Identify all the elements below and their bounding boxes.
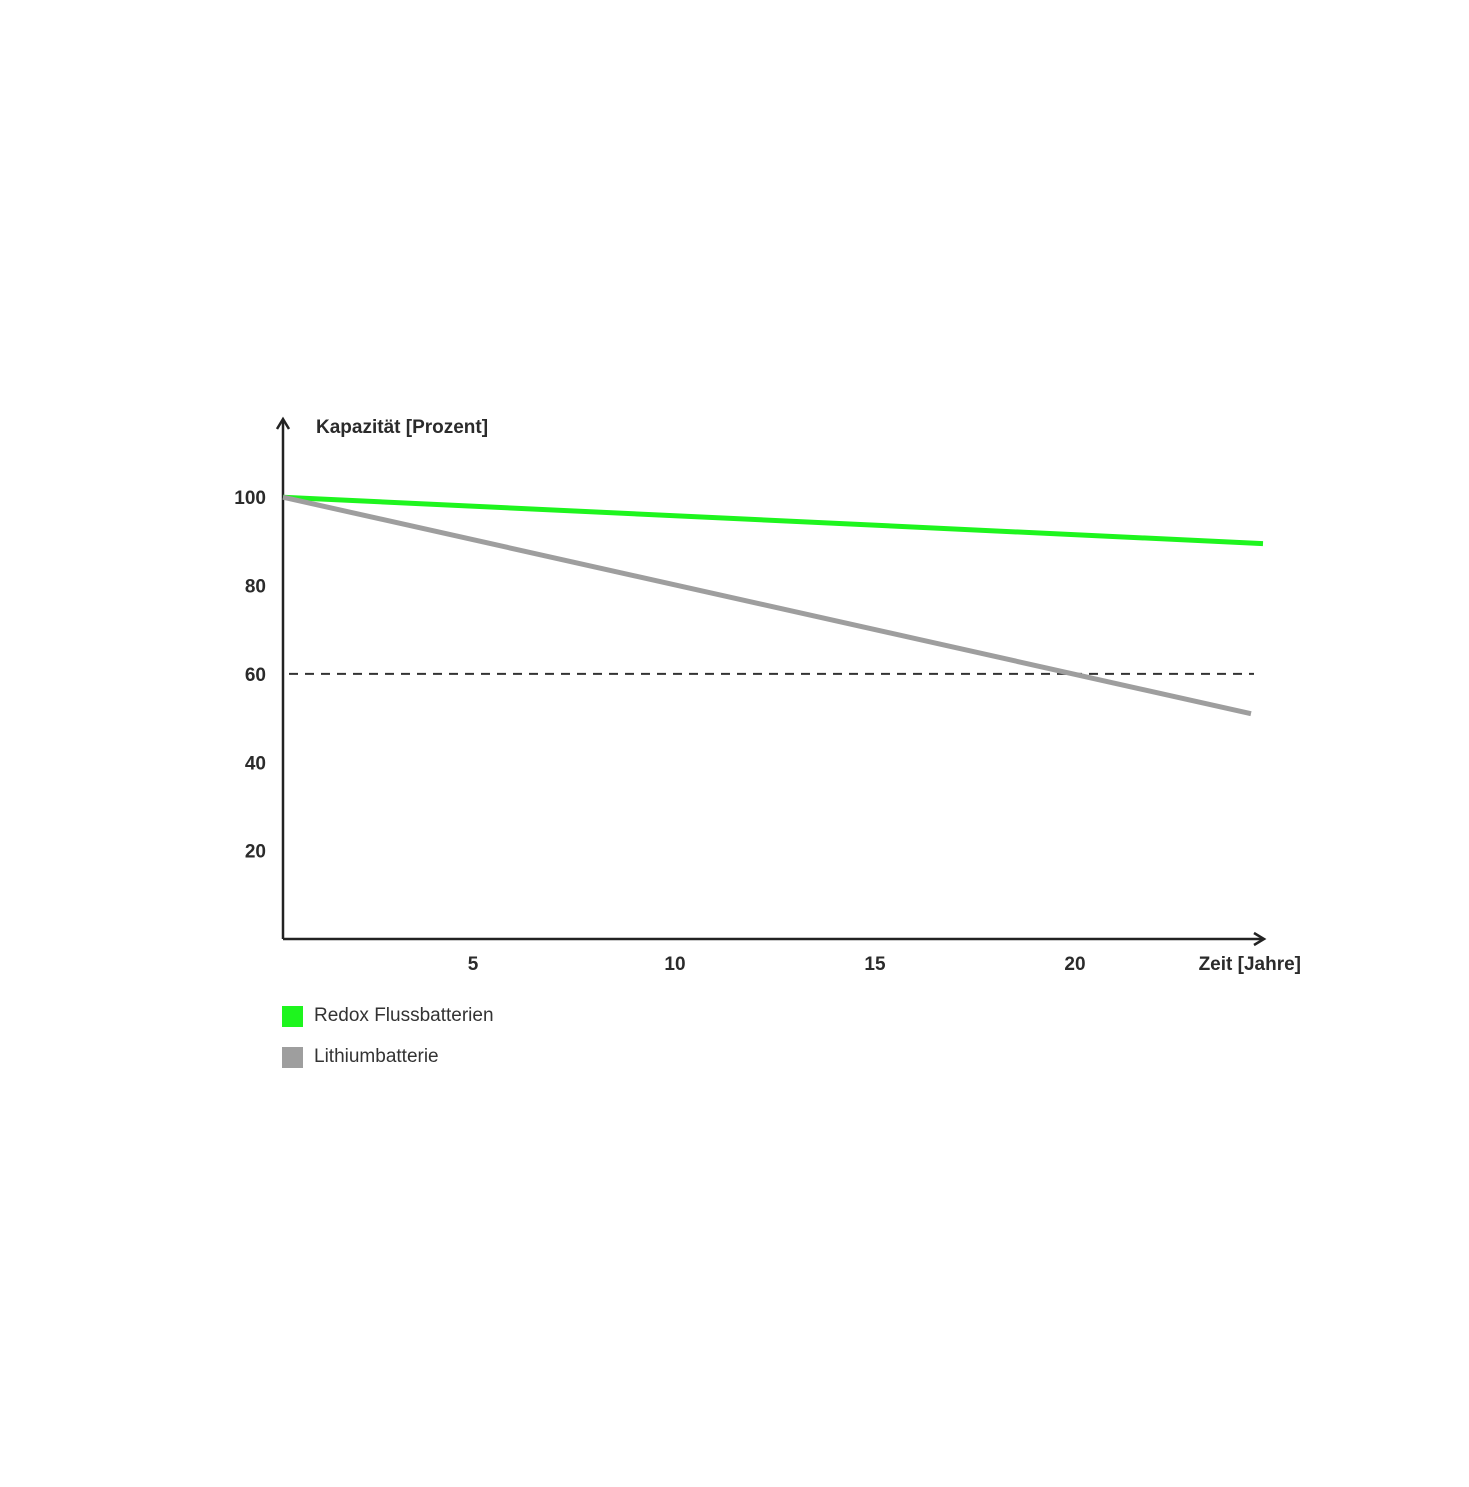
y-axis-title: Kapazität [Prozent] xyxy=(316,417,488,438)
y-tick-label: 80 xyxy=(245,577,266,598)
legend-label: Redox Flussbatterien xyxy=(314,1005,494,1026)
x-tick-label: 5 xyxy=(468,954,479,975)
y-axis-arrow xyxy=(275,416,291,430)
y-tick-label: 40 xyxy=(245,753,266,774)
tick-labels: 20 40 60 80 100 5 10 15 20 xyxy=(234,488,1085,975)
legend-item: Lithiumbatterie xyxy=(282,1044,494,1070)
legend: Redox Flussbatterien Lithiumbatterie xyxy=(282,1003,494,1085)
axes xyxy=(275,416,1267,947)
legend-swatch xyxy=(282,1005,303,1027)
x-axis-title: Zeit [Jahre] xyxy=(1199,954,1301,975)
x-tick-label: 15 xyxy=(864,954,886,975)
x-tick-label: 10 xyxy=(664,954,685,975)
x-axis-arrow xyxy=(1253,931,1267,947)
x-tick-label: 20 xyxy=(1064,954,1085,975)
series-line-lithium xyxy=(282,494,1252,717)
series-group xyxy=(282,494,1264,717)
legend-swatch xyxy=(282,1046,303,1068)
y-tick-label: 20 xyxy=(245,842,266,863)
legend-label: Lithiumbatterie xyxy=(314,1046,439,1067)
series-line-redox xyxy=(282,494,1264,547)
y-tick-label: 60 xyxy=(245,665,266,686)
legend-item: Redox Flussbatterien xyxy=(282,1003,494,1029)
y-tick-label: 100 xyxy=(234,488,266,509)
